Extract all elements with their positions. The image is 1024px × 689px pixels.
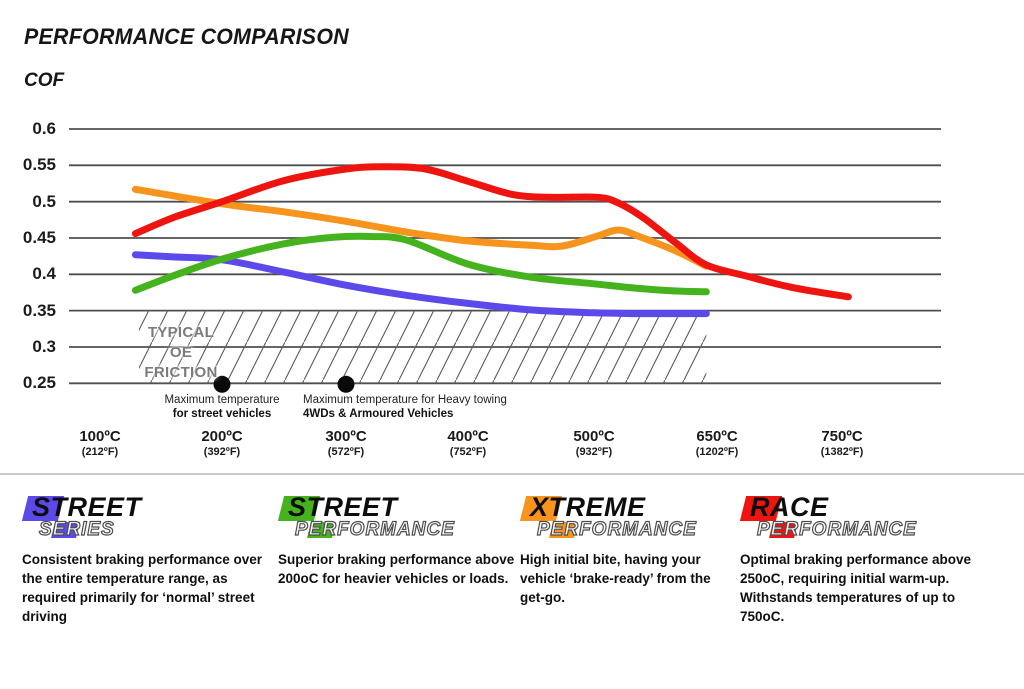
x-tick-label: 500ºC (932ºF): [573, 428, 615, 458]
annotation-text: Maximum temperature for street vehicles: [164, 394, 280, 420]
page-title: PERFORMANCE COMPARISON: [24, 24, 349, 49]
legend-item-xtreme-performance: XTREME PERFORMANCE High initial bite, ha…: [519, 492, 728, 605]
legend-description: Optimal braking performance above 250oC,…: [740, 552, 972, 625]
series-line-race-performance: [131, 163, 852, 301]
annotation-dot: [337, 375, 355, 393]
legend-word2: PERFORMANCE: [536, 518, 697, 540]
legend-description: Superior braking performance above 200oC…: [278, 552, 515, 587]
typical-oe-friction-label: TYPICAL OE FRICTION: [144, 324, 218, 381]
legend-word1: STREET: [32, 492, 142, 522]
y-axis-title: COF: [24, 70, 65, 91]
y-tick-label: 0.6: [32, 119, 56, 138]
x-tick-label: 650ºC (1202ºF): [695, 428, 739, 458]
typical-oe-friction-band: [139, 311, 707, 384]
y-tick-label: 0.3: [32, 337, 56, 356]
x-tick-label: 750ºC (1382ºF): [820, 428, 864, 458]
legend-description: Consistent braking performance over the …: [22, 552, 263, 625]
legend-item-street-performance: STREET PERFORMANCE Superior braking perf…: [277, 492, 515, 586]
legend-item-race-performance: RACE PERFORMANCE Optimal braking perform…: [739, 492, 990, 624]
legend-word2: PERFORMANCE: [756, 518, 917, 540]
y-tick-label: 0.45: [22, 228, 56, 247]
annotation-dot: [213, 375, 231, 393]
annotation-dots: [213, 375, 355, 393]
legend-item-street-series: STREET SERIES Consistent braking perform…: [21, 492, 267, 624]
series-line-street-performance: [131, 232, 710, 296]
street-series-logo: STREET SERIES: [21, 492, 267, 544]
y-tick-label: 0.5: [32, 192, 56, 211]
xtreme-performance-logo: XTREME PERFORMANCE: [519, 492, 728, 544]
y-tick-label: 0.35: [22, 301, 56, 320]
x-tick-label: 200ºC (392ºF): [201, 428, 243, 458]
legend-description: High initial bite, having your vehicle ‘…: [520, 552, 711, 606]
series-lines: [131, 163, 852, 318]
x-tick-label: 300ºC (572ºF): [325, 428, 367, 458]
y-tick-label: 0.4: [32, 264, 56, 283]
x-tick-label: 100ºC (212ºF): [79, 428, 121, 458]
y-tick-label: 0.25: [22, 373, 56, 392]
legend-word1: STREET: [288, 492, 398, 522]
y-tick-label: 0.55: [22, 155, 56, 174]
annotation-text: Maximum temperature for Heavy towing 4WDs…: [303, 394, 507, 420]
legend-word1: RACE: [750, 492, 829, 522]
race-performance-logo: RACE PERFORMANCE: [739, 492, 990, 544]
legend-word2: SERIES: [38, 518, 115, 540]
street-performance-logo: STREET PERFORMANCE: [277, 492, 515, 544]
section-divider: [0, 473, 1024, 475]
x-tick-label: 400ºC (752ºF): [447, 428, 489, 458]
series-line-xtreme-performance: [131, 185, 710, 270]
legend-word2: PERFORMANCE: [294, 518, 455, 540]
legend-word1: XTREME: [530, 492, 646, 522]
